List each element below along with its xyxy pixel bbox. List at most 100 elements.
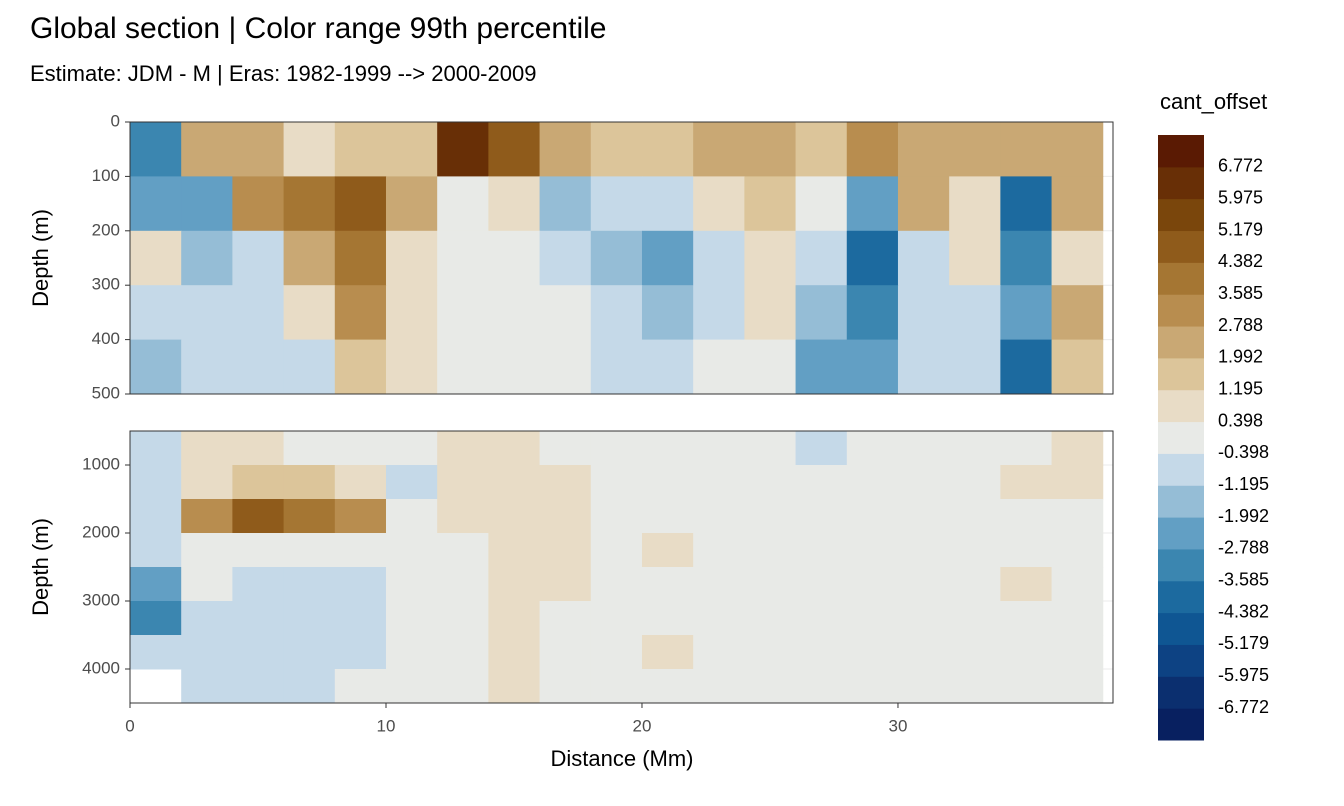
cell <box>897 499 950 534</box>
x-axis-label: Distance (Mm) <box>550 746 693 771</box>
cell <box>795 431 848 466</box>
legend-swatch <box>1158 708 1204 741</box>
cell <box>949 635 1001 670</box>
cell <box>181 601 233 636</box>
cell <box>130 533 182 568</box>
cell <box>744 499 797 534</box>
cell <box>181 122 233 177</box>
chart-subtitle: Estimate: JDM - M | Eras: 1982-1999 --> … <box>30 61 536 86</box>
cell <box>181 567 233 602</box>
cell <box>283 122 336 177</box>
x-tick-label: 0 <box>125 716 134 735</box>
cell <box>1000 122 1053 177</box>
cell <box>1051 285 1104 341</box>
cell <box>590 533 643 568</box>
cell <box>1000 533 1053 568</box>
y-tick-label: 100 <box>92 166 120 185</box>
cell <box>334 567 387 602</box>
cell <box>488 601 541 636</box>
cell <box>232 567 285 602</box>
legend-label: -0.398 <box>1218 442 1269 462</box>
cell <box>693 567 745 602</box>
cell <box>283 431 336 466</box>
cell <box>1051 635 1104 670</box>
cell <box>232 230 285 286</box>
legend-swatch <box>1158 548 1204 582</box>
cell <box>693 635 745 670</box>
cell <box>1000 431 1053 466</box>
cell <box>1000 465 1053 500</box>
cells <box>130 122 1104 394</box>
cell <box>385 533 438 568</box>
chart-title: Global section | Color range 99th percen… <box>30 12 606 45</box>
cell <box>846 669 899 703</box>
legend-swatch <box>1158 326 1204 359</box>
cell <box>1000 285 1053 341</box>
cell <box>949 285 1001 341</box>
cell <box>641 567 694 602</box>
cell <box>130 230 182 286</box>
cell <box>590 285 643 341</box>
legend-swatch <box>1158 135 1204 168</box>
legend-label: -5.975 <box>1218 665 1269 685</box>
cell <box>232 285 285 341</box>
cell <box>641 601 694 636</box>
cell <box>897 669 950 703</box>
cell <box>795 567 848 602</box>
cell <box>283 339 336 394</box>
cell <box>641 533 694 568</box>
cell <box>437 230 489 286</box>
cell <box>539 533 592 568</box>
cell <box>693 176 745 232</box>
cell <box>385 176 438 232</box>
cell <box>744 285 797 341</box>
cell <box>283 499 336 534</box>
cell <box>232 122 285 177</box>
y-tick-label: 1000 <box>82 454 120 473</box>
cell <box>693 339 745 394</box>
legend-label: -5.179 <box>1218 633 1269 653</box>
cell <box>539 285 592 341</box>
legend-label: -1.992 <box>1218 506 1269 526</box>
cell <box>897 431 950 466</box>
cell <box>693 122 745 177</box>
cell <box>283 567 336 602</box>
legend-label: 1.195 <box>1218 378 1263 398</box>
legend-label: -4.382 <box>1218 601 1269 621</box>
cell <box>437 669 489 703</box>
legend-swatch <box>1158 644 1204 677</box>
cell <box>488 669 541 703</box>
cell <box>283 230 336 286</box>
cell <box>539 122 592 177</box>
cell <box>795 533 848 568</box>
cell <box>488 339 541 394</box>
panel-border <box>129 430 1114 704</box>
cell <box>283 669 336 703</box>
cell <box>437 635 489 670</box>
cell <box>334 635 387 670</box>
cell <box>539 465 592 500</box>
cell <box>897 533 950 568</box>
cell <box>846 567 899 602</box>
y-tick-label: 500 <box>92 383 120 402</box>
cell <box>181 499 233 534</box>
cell <box>385 567 438 602</box>
x-tick-label: 30 <box>889 716 908 735</box>
y-tick-label: 400 <box>92 329 120 348</box>
cell <box>437 533 489 568</box>
cell <box>334 230 387 286</box>
cell <box>130 465 182 500</box>
cell <box>641 339 694 394</box>
cell <box>744 176 797 232</box>
legend-swatch <box>1158 612 1204 645</box>
cell <box>693 669 745 703</box>
cell <box>385 465 438 500</box>
cell <box>1051 176 1104 232</box>
cell <box>488 499 541 534</box>
legend-swatch <box>1158 453 1204 486</box>
cell <box>334 601 387 636</box>
cell <box>232 533 285 568</box>
cell <box>334 122 387 177</box>
cell <box>283 176 336 232</box>
legend-swatch <box>1158 198 1204 232</box>
